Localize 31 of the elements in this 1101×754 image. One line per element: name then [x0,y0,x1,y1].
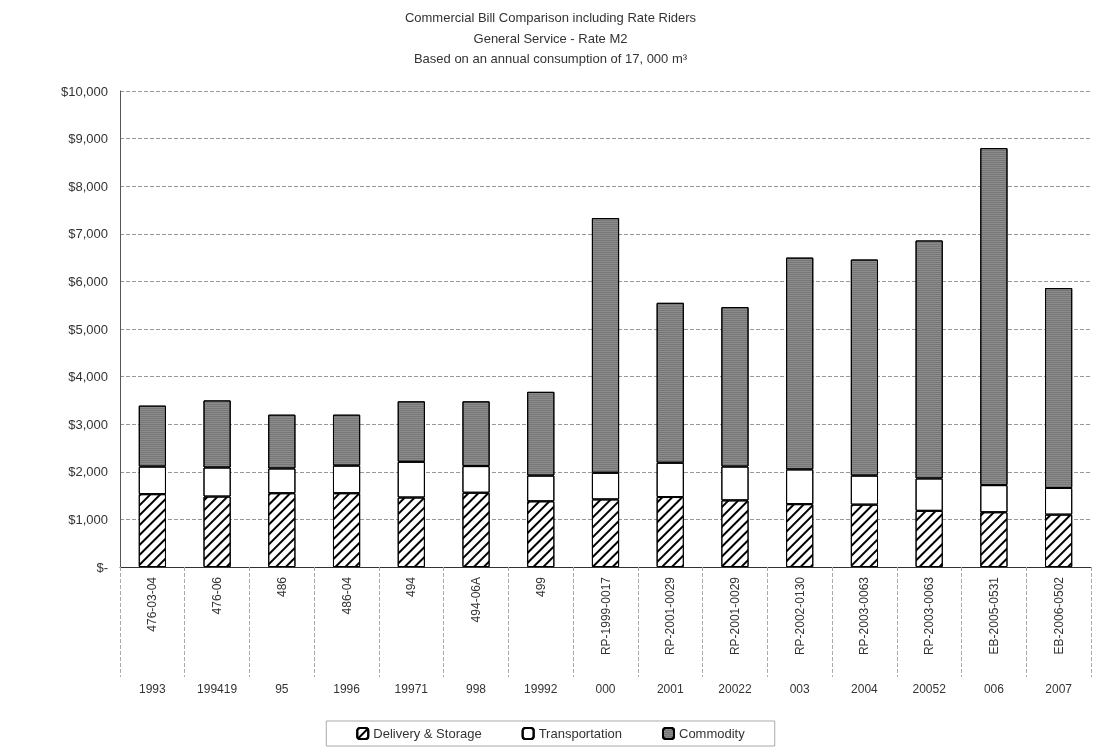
category-label: 494 19971 [394,577,428,696]
legend-label: Commodity [678,726,746,741]
category-label: 476-06 199419 [197,577,238,696]
category-label: RP-2003-0063 20052 [912,577,946,696]
category-label: RP-2001-0029 2001 [656,577,684,696]
chart-title: Commercial Bill Comparison including Rate Riders [404,10,697,25]
category-label: 486 95 [274,577,289,696]
chart-subtitle: General Service - Rate M2 Based on an annual consumption of 17, 000 m³ [413,30,688,66]
category-label: EB-2006-0502 2007 [1045,577,1072,696]
category-label: RP-2001-0029 20022 [718,577,752,696]
y-tick-label: $6,000 [68,273,108,289]
y-tick-label: $2,000 [68,464,108,480]
y-tick-label: $7,000 [68,226,108,242]
legend-label: Transportation [538,726,622,741]
y-tick-label: $9,000 [68,131,108,147]
y-tick-label: $1,000 [68,511,108,527]
category-label: EB-2005-0531 006 [983,577,1004,696]
category-label: 494-06A 998 [466,577,487,696]
category-label: RP-1999-0017 000 [595,577,616,696]
category-label: 486-04 1996 [333,577,360,696]
y-tick-label: $4,000 [68,369,108,385]
y-tick-label: $- [96,559,108,575]
category-label: 499 19992 [524,577,558,696]
legend-label: Delivery & Storage [373,726,482,741]
y-tick-label: $8,000 [68,178,108,194]
category-label: RP-2003-0063 2004 [851,577,878,696]
category-label: RP-2002-0130 003 [789,577,810,696]
y-tick-label: $5,000 [68,321,108,337]
category-label: 476-03-04 1993 [139,577,166,696]
y-tick-label: $10,000 [61,83,108,99]
y-tick-label: $3,000 [68,416,108,432]
